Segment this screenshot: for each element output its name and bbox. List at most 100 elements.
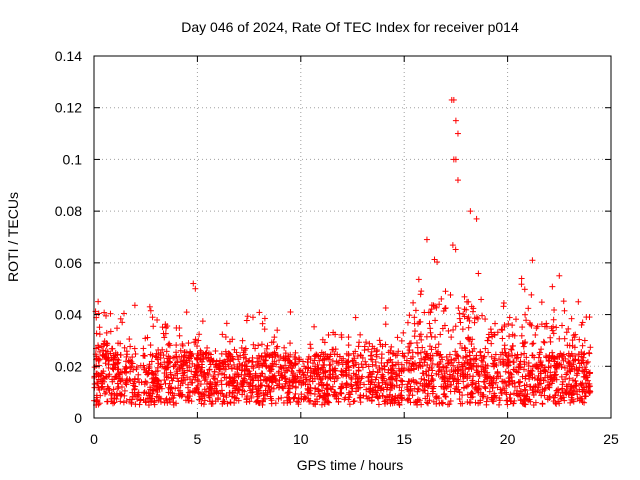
data-point [400,329,407,336]
data-point [361,347,368,354]
data-point [462,353,469,360]
data-point [545,383,552,390]
data-point [261,315,268,322]
data-point [115,340,122,347]
data-point [388,385,395,392]
data-point [461,306,468,313]
data-point [412,307,419,314]
data-point [207,386,214,393]
data-point [319,336,326,343]
data-point [581,393,588,400]
data-point [452,156,459,163]
data-point [203,388,210,395]
data-point [192,369,199,376]
data-point [428,302,435,309]
data-point [369,361,376,368]
data-point [117,378,124,385]
data-point [314,361,321,368]
data-point [99,383,106,390]
data-point [387,381,394,388]
data-point [333,395,340,402]
data-point [302,381,309,388]
data-point [161,377,168,384]
data-point [307,345,314,352]
data-point [445,327,452,334]
data-point [498,326,505,333]
data-point [121,387,128,394]
data-point [469,348,476,355]
data-point [126,359,133,366]
data-point [475,400,482,407]
data-point [353,371,360,378]
data-point [472,356,479,363]
data-point [225,363,232,370]
data-point [382,400,389,407]
data-point [440,308,447,315]
data-point [232,371,239,378]
data-point [127,343,134,350]
data-point [550,330,557,337]
data-point [482,385,489,392]
data-point [407,387,414,394]
x-tick-label: 10 [293,431,309,447]
data-point [519,373,526,380]
data-point [103,329,110,336]
data-point [101,309,108,316]
data-point [507,370,514,377]
data-point [568,392,575,399]
data-point [434,259,441,266]
data-point [432,344,439,351]
data-point [273,361,280,368]
y-tick-label: 0.08 [55,203,82,219]
data-point [357,352,364,359]
data-point [111,391,118,398]
data-point [522,387,529,394]
data-point [212,362,219,369]
data-point [173,342,180,349]
data-point [377,387,384,394]
data-point [492,351,499,358]
data-point [406,312,413,319]
data-point [501,345,508,352]
data-point [317,392,324,399]
data-point [97,392,104,399]
data-point [218,377,225,384]
data-point [442,393,449,400]
data-point [566,359,573,366]
data-point [277,363,284,370]
data-point [399,378,406,385]
data-point [318,401,325,408]
data-point [242,345,249,352]
data-point [549,349,556,356]
data-point [514,351,521,358]
data-point [559,322,566,329]
data-point [464,391,471,398]
data-point [475,389,482,396]
data-point [492,320,499,327]
data-point [452,348,459,355]
data-point [517,388,524,395]
data-point [148,399,155,406]
data-point [296,369,303,376]
data-point [490,375,497,382]
data-point [444,401,451,408]
data-point [285,389,292,396]
data-point [571,334,578,341]
data-point [473,367,480,374]
data-point [415,386,422,393]
data-point [150,323,157,330]
data-point [412,360,419,367]
data-point [357,351,364,358]
data-point [491,392,498,399]
data-point [566,342,573,349]
data-point [572,378,579,385]
data-point [449,372,456,379]
y-tick-label: 0.14 [55,48,82,64]
data-point [411,333,418,340]
data-point [280,365,287,372]
data-point [162,365,169,372]
data-point [168,375,175,382]
data-point [440,384,447,391]
data-point [268,397,275,404]
data-point [163,364,170,371]
